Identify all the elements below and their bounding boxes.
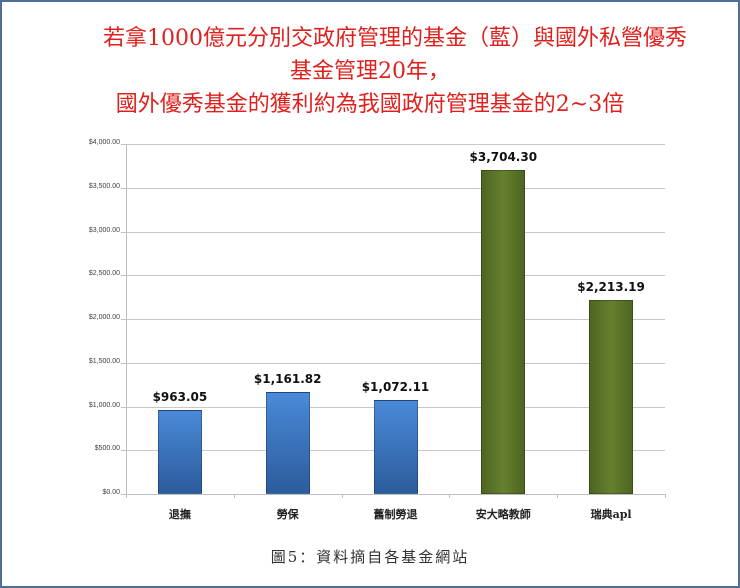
title-line-2: 基金管理20年， [290,59,450,84]
y-tick-mark [121,275,126,277]
title-line-3: 國外優秀基金的獲利約為我國政府管理基金的2~3倍 [115,92,625,117]
gridline [126,144,665,145]
y-tick-label: $1,000.00 [88,401,120,409]
x-category-label: 瑞典apl [590,508,632,521]
x-tick-mark [557,494,559,498]
y-tick-mark [121,450,126,452]
y-tick-label: $2,500.00 [88,270,120,278]
gridline [126,275,665,277]
y-tick-mark [121,187,126,189]
gridline [126,362,665,364]
bar [481,169,526,494]
x-category-label: 退撫 [168,508,191,521]
y-tick-label: $1,500.00 [88,357,120,365]
bar [265,392,310,494]
bar-value-label: $963.05 [152,389,208,404]
bar [589,300,634,494]
x-axis [126,494,666,495]
y-tick-mark [121,406,126,408]
bar [373,400,418,494]
x-tick-mark [665,494,666,498]
y-tick-label: $500.00 [94,445,120,453]
bar [157,409,202,494]
y-tick-mark [121,494,126,495]
x-tick-mark [449,494,451,498]
y-tick-mark [121,144,126,145]
x-category-label: 舊制勞退 [373,508,418,521]
gridline [126,187,665,189]
x-tick-mark [233,494,235,498]
y-tick-mark [121,362,126,364]
figure-caption: 圖5：資料摘自各基金網站 [270,548,470,566]
y-axis [126,144,127,495]
bar-value-label: $2,213.19 [577,280,645,295]
gridline [126,319,665,320]
y-tick-label: $2,000.00 [88,314,120,321]
chart-title: 若拿1000億元分別交政府管理的基金（藍）與國外私營優秀 基金管理20年， 國外… [0,22,740,121]
x-tick-mark [341,494,343,498]
x-tick-mark [126,494,127,498]
y-tick-label: $3,000.00 [88,226,120,234]
y-tick-mark [121,319,126,320]
y-tick-label: $4,000.00 [88,139,120,146]
y-tick-label: $3,500.00 [88,182,120,190]
x-category-label: 安大略教師 [475,508,531,521]
y-tick-label: $0.00 [102,489,120,496]
title-line-1: 若拿1000億元分別交政府管理的基金（藍）與國外私營優秀 [103,26,687,51]
gridline [126,231,665,233]
bar-value-label: $1,072.11 [361,380,430,395]
bar-value-label: $1,161.82 [253,372,322,387]
y-tick-mark [121,231,126,233]
bar-value-label: $3,704.30 [469,149,538,164]
x-category-label: 勞保 [276,508,299,521]
